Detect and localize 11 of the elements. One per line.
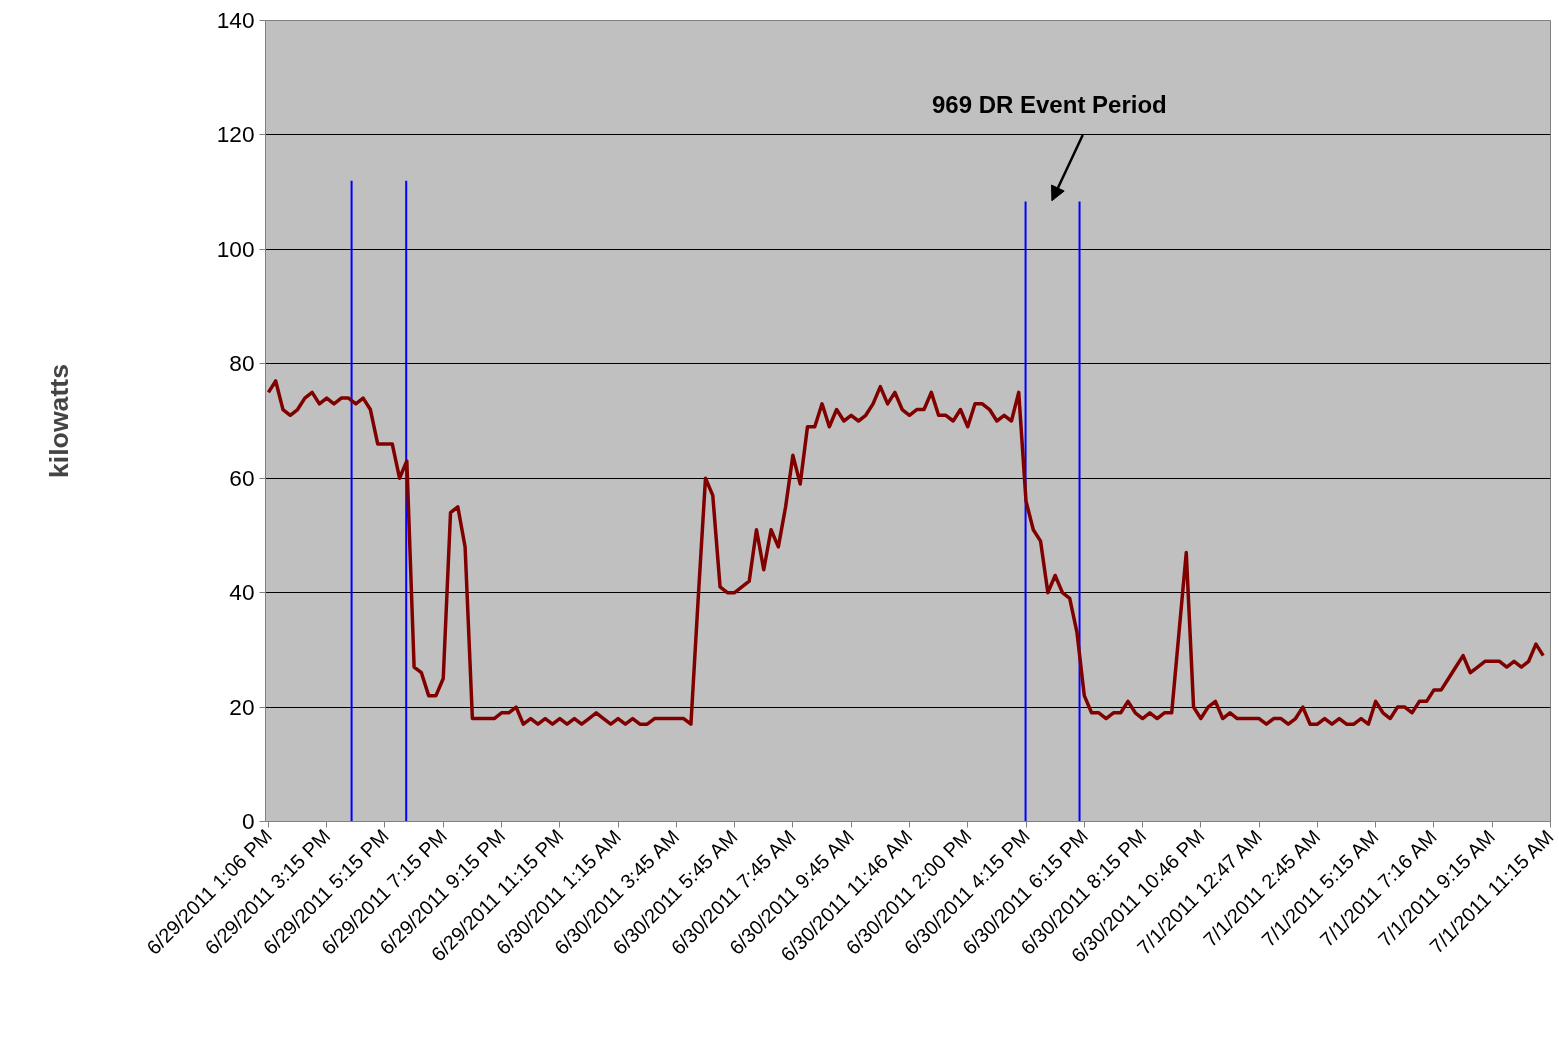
y-axis-title: kilowatts: [43, 363, 74, 479]
y-tick-label: 120: [216, 121, 255, 148]
y-tick-label: 0: [241, 808, 255, 834]
annotation: 969 DR Event Period: [931, 91, 1167, 119]
y-tick-label: 100: [216, 235, 255, 262]
line-series: [266, 379, 1545, 726]
y-tick-label: 20: [229, 693, 255, 720]
y-tick-label: 60: [229, 464, 255, 491]
y-tick-label: 80: [229, 350, 255, 377]
y-tick-label: 40: [229, 579, 255, 606]
y-tick-label: 140: [216, 7, 255, 33]
